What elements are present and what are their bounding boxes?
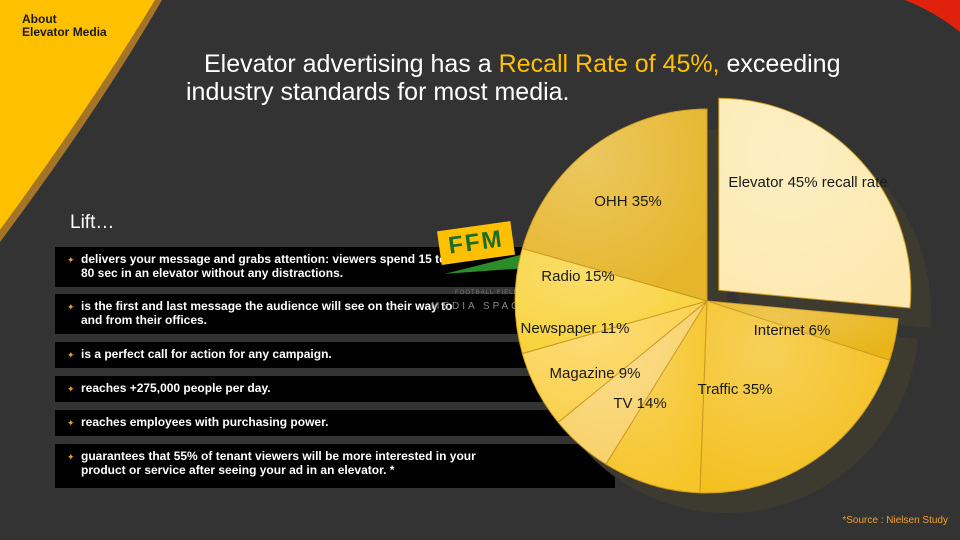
pie-slice-label: Elevator 45% recall rate (728, 174, 887, 191)
bullet-text: is a perfect call for action for any cam… (81, 347, 332, 361)
ffm-logo: FFM FOOTBALL FIELD MEDIA SPACES (431, 221, 538, 314)
bullet-mark-icon: ✦ (67, 418, 75, 428)
bullet-text: is the first and last message the audien… (81, 299, 453, 327)
pie-slice-label: TV 14% (613, 395, 666, 412)
bullet-item: ✦ reaches employees with purchasing power… (55, 410, 615, 436)
bullet-item: ✦ reaches +275,000 people per day. (55, 376, 615, 402)
pie-slice-label: Radio 15% (541, 268, 614, 285)
pie-slice-sheen (522, 301, 707, 423)
bullet-text: reaches +275,000 people per day. (81, 381, 271, 395)
headline-line-2: industry standards for most media. (186, 78, 570, 106)
pie-slice-sheen (718, 98, 911, 308)
headline-text-1: Elevator advertising has a (204, 50, 499, 78)
bullet-mark-icon: ✦ (67, 384, 75, 394)
bullet-item: ✦ is a perfect call for action for any ca… (55, 342, 615, 368)
section-label-line-2: Elevator Media (22, 25, 107, 39)
pie-slice-label: Newspaper 11% (521, 320, 630, 337)
lift-title: Lift… (70, 212, 115, 233)
headline-text-2: exceeding (719, 50, 841, 78)
source-note: *Source : Nielsen Study (842, 515, 948, 526)
bullet-item: ✦ guarantees that 55% of tenant viewers w… (55, 444, 615, 488)
pie-slice-sheen (605, 301, 707, 493)
bullet-text: delivers your message and grabs attentio… (81, 252, 447, 280)
section-label-line-1: About (22, 12, 57, 26)
pie-slice-label: Internet 6% (754, 322, 831, 339)
pie-slice-label: OHH 35% (594, 193, 662, 210)
headline-accent: Recall Rate of 45%, (498, 50, 720, 78)
bullet-mark-icon: ✦ (67, 350, 75, 360)
pie-slice-sheen (522, 109, 707, 301)
page-title: Elevator advertising has a Recall Rate o… (160, 50, 880, 106)
bullet-text: guarantees that 55% of tenant viewers wi… (81, 449, 476, 477)
pie-slice-sheen (558, 301, 707, 465)
pie-slice-sheen (699, 301, 890, 493)
bullet-mark-icon: ✦ (67, 255, 75, 265)
pie-slice-label: Traffic 35% (697, 381, 772, 398)
logo-small-text: FOOTBALL FIELD (455, 290, 519, 296)
section-label: About Elevator Media (22, 13, 107, 39)
pie-slice-sheen (707, 301, 899, 361)
bullet-mark-icon: ✦ (67, 452, 75, 462)
logo-secondary-text: MEDIA SPACES (431, 301, 541, 312)
bullet-mark-icon: ✦ (67, 302, 75, 312)
pie-slice-label: Magazine 9% (550, 365, 641, 382)
bullet-text: reaches employees with purchasing power. (81, 415, 329, 429)
pie-slice-sheen (515, 248, 707, 354)
